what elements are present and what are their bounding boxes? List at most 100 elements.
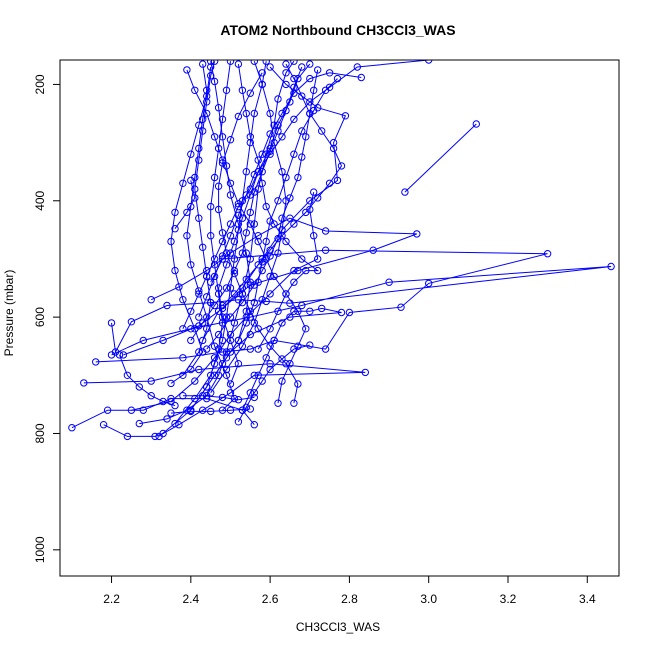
data-point (266, 272, 274, 281)
data-point (242, 275, 251, 283)
data-point (207, 63, 215, 71)
data-point (425, 60, 433, 64)
data-point (302, 266, 310, 275)
data-point (266, 63, 274, 71)
data-point (321, 246, 330, 254)
data-point (314, 194, 322, 202)
series-17 (226, 304, 346, 414)
series-line (174, 180, 196, 229)
series-line (186, 64, 235, 411)
data-point (278, 168, 286, 176)
x-tick-label: 3.4 (579, 592, 596, 606)
data-point (329, 144, 338, 153)
data-point (234, 211, 243, 220)
data-point (135, 419, 144, 428)
data-point (210, 255, 219, 263)
data-point (290, 115, 298, 124)
data-point (294, 307, 302, 315)
data-point (179, 354, 187, 362)
series-line (206, 69, 319, 350)
data-point (254, 278, 262, 286)
data-point (282, 173, 290, 182)
data-point (274, 249, 282, 257)
data-point (286, 360, 294, 368)
data-point (266, 325, 274, 333)
data-point (290, 83, 298, 92)
y-tick-label: 800 (33, 423, 47, 443)
data-point (139, 406, 148, 414)
series-line (190, 66, 303, 341)
data-point (266, 130, 274, 138)
series-20 (187, 63, 306, 345)
data-point (266, 365, 274, 374)
data-point (187, 202, 195, 211)
data-point (250, 421, 259, 429)
data-point (472, 120, 480, 128)
data-point (250, 393, 259, 402)
data-point (254, 371, 262, 379)
data-point (254, 261, 262, 269)
data-point (222, 313, 231, 321)
data-point (167, 409, 175, 417)
series-30 (234, 341, 314, 426)
data-point (218, 393, 227, 402)
data-point (401, 188, 409, 196)
series-line (111, 266, 612, 356)
data-point (203, 86, 211, 95)
data-point (179, 371, 187, 379)
data-point (306, 74, 314, 83)
data-point (179, 179, 187, 188)
data-point (282, 360, 290, 368)
data-point (310, 232, 318, 240)
data-point (222, 365, 231, 374)
data-point (282, 69, 290, 77)
data-point (274, 197, 282, 205)
data-point (167, 379, 175, 388)
data-point (250, 60, 258, 65)
data-point (207, 371, 215, 379)
data-point (286, 313, 294, 321)
series-line (214, 78, 338, 376)
x-axis: 2.2 2.4 2.6 2.8 3.0 3.2 3.4 (103, 575, 596, 606)
data-point (230, 319, 239, 327)
data-point (254, 168, 262, 176)
data-point (238, 249, 247, 257)
data-point (226, 406, 235, 414)
data-point (191, 325, 199, 333)
data-point (425, 279, 433, 288)
data-point (290, 89, 298, 97)
data-point (294, 380, 302, 388)
data-point (214, 371, 223, 379)
data-point (207, 60, 215, 65)
data-point (171, 419, 179, 428)
data-point (234, 226, 243, 234)
data-point (210, 60, 219, 65)
x-tick-label: 2.6 (262, 592, 279, 606)
series-line (237, 344, 310, 423)
data-point (171, 401, 179, 410)
data-point (321, 227, 330, 235)
data-point (226, 191, 235, 199)
data-point (310, 188, 318, 196)
data-point (147, 296, 155, 304)
data-point (250, 220, 259, 228)
data-point (195, 214, 203, 222)
series-line (404, 123, 477, 193)
data-point (214, 104, 223, 112)
data-point (115, 351, 124, 359)
data-point (199, 60, 207, 68)
data-point (282, 60, 290, 68)
data-point (278, 355, 286, 363)
data-point (369, 246, 377, 254)
data-point (290, 278, 298, 286)
chart-title: ATOM2 Northbound CH3CCl3_WAS (220, 22, 455, 38)
data-point (341, 112, 350, 120)
data-point (234, 112, 243, 121)
data-point (191, 194, 199, 202)
data-point (278, 109, 286, 118)
data-point (385, 278, 393, 286)
data-point (238, 298, 247, 307)
data-point (266, 109, 274, 118)
series-line (95, 249, 548, 363)
data-point (298, 92, 306, 100)
